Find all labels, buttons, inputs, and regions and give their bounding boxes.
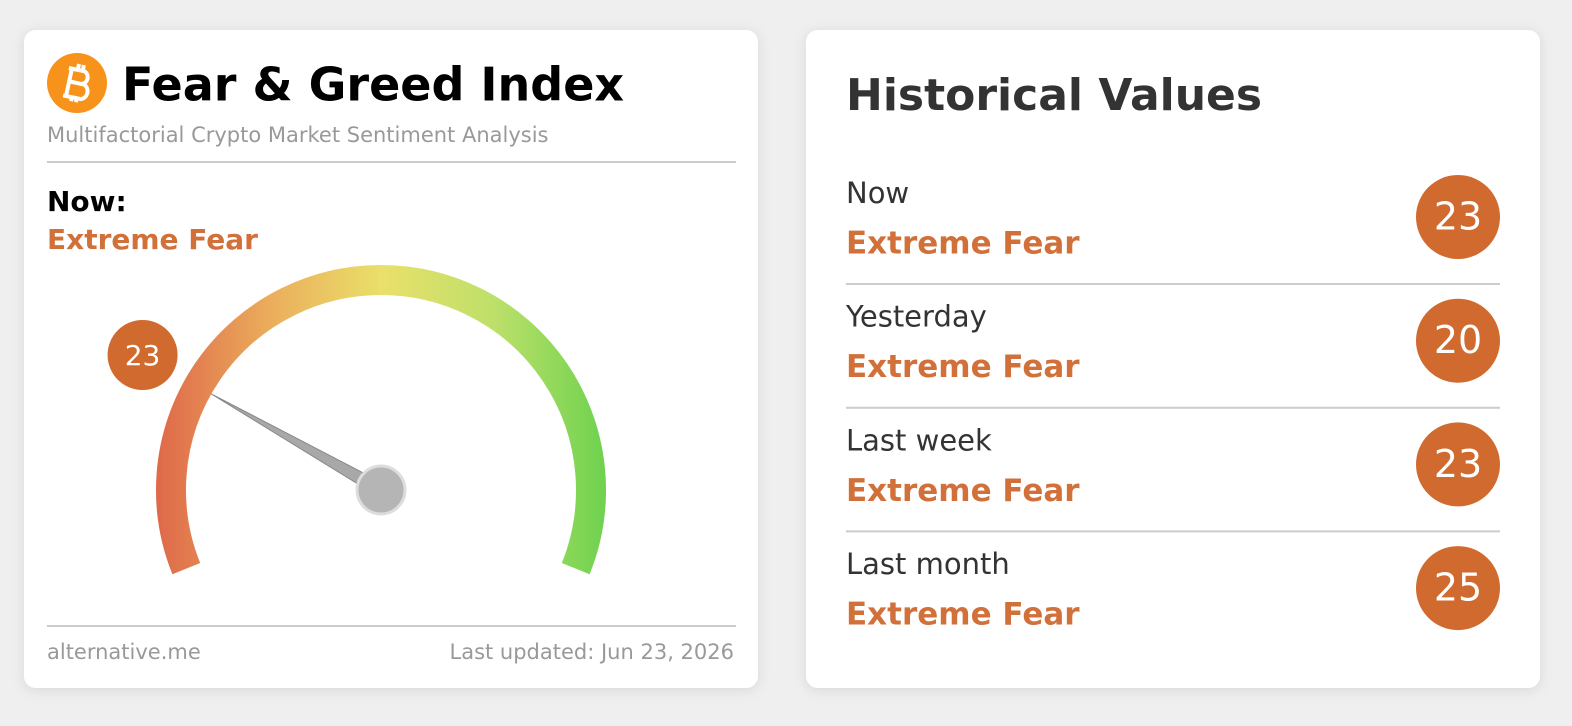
row-label: Now xyxy=(846,176,909,210)
title: Fear & Greed Index xyxy=(122,58,624,112)
row-label: Last month xyxy=(846,547,1010,581)
last-updated: Last updated: Jun 23, 2026 xyxy=(450,640,735,664)
row-label: Yesterday xyxy=(845,300,987,334)
row-value: 23 xyxy=(1434,442,1482,486)
row-label: Last week xyxy=(846,423,992,457)
row-classification: Extreme Fear xyxy=(846,349,1080,385)
row-value: 23 xyxy=(1434,195,1482,239)
history-title: Historical Values xyxy=(846,70,1262,121)
history-list: Now Extreme Fear 23 Yesterday Extreme Fear 20… xyxy=(845,175,1500,633)
logo xyxy=(47,53,107,113)
value-label: 23 xyxy=(125,339,161,372)
history-card xyxy=(806,30,1540,688)
row-classification: Extreme Fear xyxy=(846,473,1080,509)
now-classification: Extreme Fear xyxy=(47,223,258,256)
row-value: 20 xyxy=(1434,318,1482,362)
needle-hub xyxy=(355,464,407,516)
subtitle: Multifactorial Crypto Market Sentiment A… xyxy=(47,123,549,147)
row-classification: Extreme Fear xyxy=(846,597,1080,633)
row-badge xyxy=(1416,422,1500,507)
source: alternative.me xyxy=(47,640,201,664)
gauge-arc xyxy=(156,265,606,575)
row-classification: Extreme Fear xyxy=(846,226,1080,262)
row-value: 25 xyxy=(1434,566,1482,610)
row-badge xyxy=(1416,175,1500,259)
value-bubble xyxy=(107,319,178,390)
now-label: Now: xyxy=(47,185,127,218)
row-badge xyxy=(1416,298,1500,383)
row-badge xyxy=(1416,546,1500,631)
gauge: 23 xyxy=(107,265,606,575)
